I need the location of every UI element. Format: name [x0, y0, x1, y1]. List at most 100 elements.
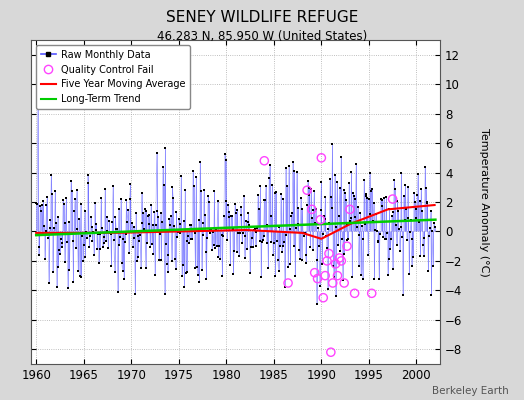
Point [241, 255, 249, 262]
Point [335, 213, 343, 220]
Point [268, 182, 277, 188]
Point [261, 197, 269, 204]
Point [291, 272, 299, 279]
Point [409, 254, 418, 260]
Point [32, 200, 40, 206]
Point [293, 220, 302, 227]
Point [325, 250, 333, 257]
Point [169, 194, 178, 201]
Point [317, 179, 325, 186]
Point [56, 251, 64, 257]
Point [60, 259, 69, 265]
Point [279, 196, 288, 202]
Point [266, 162, 274, 168]
Point [299, 230, 307, 236]
Point [396, 224, 405, 230]
Point [200, 186, 209, 193]
Point [50, 225, 59, 231]
Point [199, 219, 208, 226]
Point [196, 158, 204, 165]
Point [130, 235, 139, 241]
Point [206, 226, 215, 233]
Point [333, 178, 341, 185]
Point [116, 233, 124, 240]
Point [221, 157, 230, 163]
Point [361, 220, 369, 227]
Point [346, 218, 354, 224]
Point [219, 233, 227, 239]
Point [369, 218, 377, 224]
Point [221, 150, 229, 157]
Point [385, 206, 394, 212]
Point [321, 194, 330, 200]
Point [372, 210, 380, 217]
Point [125, 250, 133, 256]
Point [108, 218, 116, 225]
Point [357, 271, 365, 278]
Point [117, 196, 125, 202]
Y-axis label: Temperature Anomaly (°C): Temperature Anomaly (°C) [479, 128, 489, 276]
Point [326, 194, 335, 200]
Point [406, 229, 414, 235]
Point [132, 210, 140, 216]
Point [384, 272, 392, 278]
Point [340, 187, 348, 194]
Point [326, 349, 335, 356]
Point [124, 207, 132, 214]
Point [298, 206, 307, 212]
Point [317, 155, 325, 161]
Point [319, 294, 328, 301]
Point [236, 229, 244, 236]
Point [41, 228, 50, 234]
Point [416, 253, 424, 259]
Point [159, 164, 167, 170]
Point [344, 236, 353, 242]
Point [399, 292, 407, 299]
Point [192, 174, 200, 180]
Point [349, 190, 357, 196]
Point [263, 240, 271, 246]
Point [75, 216, 83, 222]
Point [367, 188, 375, 194]
Point [100, 234, 108, 240]
Point [302, 260, 311, 266]
Point [216, 256, 224, 262]
Point [386, 246, 395, 252]
Point [88, 238, 96, 244]
Point [181, 187, 189, 194]
Point [209, 229, 217, 236]
Point [340, 280, 348, 286]
Point [33, 200, 41, 207]
Point [160, 290, 169, 297]
Point [382, 194, 390, 200]
Point [364, 252, 372, 258]
Point [287, 212, 296, 219]
Point [414, 171, 422, 177]
Point [335, 184, 344, 191]
Point [238, 240, 246, 247]
Text: SENEY WILDLIFE REFUGE: SENEY WILDLIFE REFUGE [166, 10, 358, 25]
Point [329, 263, 337, 269]
Point [285, 162, 293, 169]
Point [210, 242, 218, 248]
Point [72, 245, 80, 251]
Point [121, 239, 129, 245]
Point [148, 241, 156, 247]
Point [391, 186, 399, 192]
Point [107, 263, 116, 269]
Point [319, 230, 327, 237]
Point [199, 232, 207, 238]
Point [365, 196, 373, 203]
Point [320, 216, 329, 222]
Point [153, 208, 161, 214]
Point [343, 243, 351, 249]
Point [269, 252, 277, 258]
Point [247, 234, 256, 241]
Point [334, 242, 342, 248]
Point [178, 272, 186, 279]
Point [323, 244, 331, 251]
Point [58, 240, 67, 246]
Point [290, 167, 299, 174]
Point [204, 193, 212, 199]
Point [247, 243, 255, 250]
